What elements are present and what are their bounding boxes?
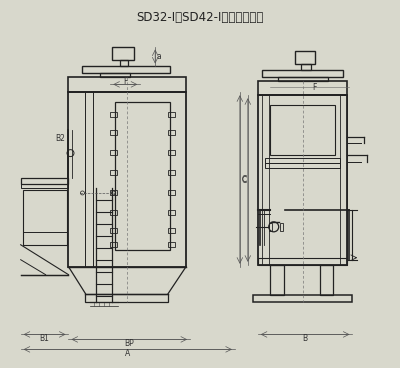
Bar xyxy=(110,228,117,233)
Bar xyxy=(86,294,168,301)
Bar xyxy=(23,190,66,245)
Text: a: a xyxy=(157,52,162,61)
Text: B1: B1 xyxy=(40,334,50,343)
Bar xyxy=(110,242,117,247)
Text: F: F xyxy=(123,77,128,86)
Text: C: C xyxy=(241,176,246,184)
Bar xyxy=(168,242,175,247)
Bar xyxy=(168,170,175,175)
Bar xyxy=(269,223,272,231)
Bar xyxy=(262,95,269,265)
Bar xyxy=(110,150,117,155)
Bar xyxy=(110,112,117,117)
Bar xyxy=(110,130,117,135)
Bar xyxy=(265,158,340,163)
Bar xyxy=(21,184,68,188)
Text: C: C xyxy=(241,174,246,184)
Text: B2: B2 xyxy=(56,134,66,143)
Bar xyxy=(23,232,66,245)
Bar xyxy=(262,70,344,77)
Bar xyxy=(270,265,284,294)
Bar xyxy=(278,77,328,81)
Bar xyxy=(258,95,348,265)
Bar xyxy=(68,92,186,267)
Bar xyxy=(168,150,175,155)
Bar xyxy=(265,163,340,168)
Bar xyxy=(168,112,175,117)
Bar xyxy=(110,190,117,195)
Bar xyxy=(82,67,170,74)
Bar xyxy=(280,223,283,231)
Bar xyxy=(168,228,175,233)
Bar xyxy=(258,81,348,95)
Bar xyxy=(168,210,175,215)
Bar xyxy=(270,105,336,155)
Bar xyxy=(115,102,170,250)
Bar xyxy=(168,190,175,195)
Bar xyxy=(21,178,68,184)
Bar xyxy=(68,77,186,92)
Bar xyxy=(112,46,134,60)
Bar xyxy=(86,92,94,267)
Bar xyxy=(301,64,310,70)
Text: SD32-Ⅰ、SD42-Ⅰ收尘器结构图: SD32-Ⅰ、SD42-Ⅰ收尘器结构图 xyxy=(136,11,264,24)
Bar xyxy=(100,74,130,77)
Bar xyxy=(258,258,348,265)
Bar xyxy=(253,294,352,301)
Text: BP: BP xyxy=(124,339,134,348)
Text: B: B xyxy=(302,334,307,343)
Bar xyxy=(110,170,117,175)
Bar xyxy=(320,265,334,294)
Bar xyxy=(340,95,348,265)
Bar xyxy=(120,60,128,67)
Text: A: A xyxy=(125,349,130,358)
Bar xyxy=(168,130,175,135)
Bar xyxy=(110,210,117,215)
Text: F: F xyxy=(312,83,317,92)
Bar xyxy=(295,50,314,64)
